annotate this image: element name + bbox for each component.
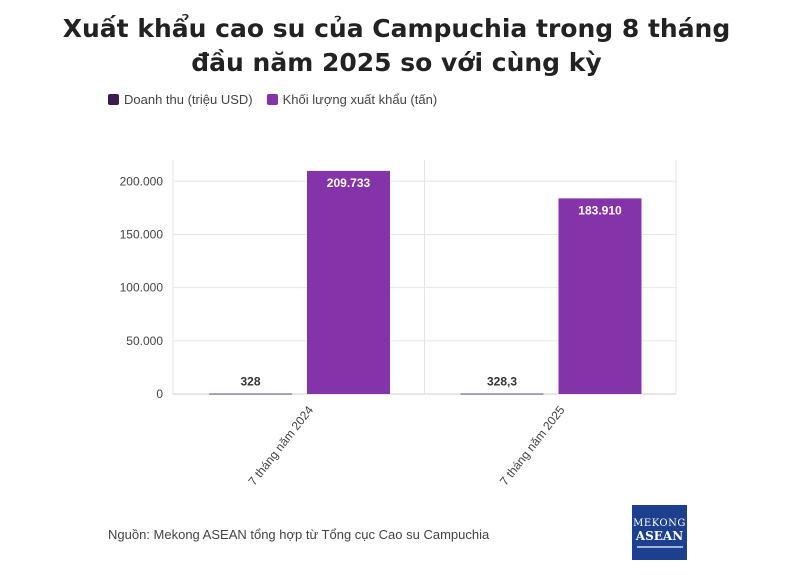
- bar-revenue: [460, 393, 544, 395]
- y-tick-label: 100.000: [120, 281, 164, 295]
- data-label-volume: 209.733: [327, 176, 371, 190]
- y-tick-label: 50.000: [126, 334, 163, 348]
- data-label-revenue: 328,3: [487, 375, 517, 389]
- data-label-revenue: 328: [240, 375, 260, 389]
- legend: Doanh thu (triệu USD) Khối lượng xuất kh…: [108, 92, 437, 107]
- data-label-volume: 183.910: [578, 203, 622, 217]
- chart-title-line-1: Xuất khẩu cao su của Campuchia trong 8 t…: [62, 14, 731, 43]
- logo-underline: [636, 546, 683, 548]
- chart-title-line-2: đầu năm 2025 so với cùng kỳ: [191, 48, 602, 77]
- x-tick-label: 7 tháng năm 2024: [246, 403, 317, 488]
- bar-revenue: [209, 393, 292, 395]
- y-tick-label: 0: [156, 387, 163, 401]
- legend-swatch-revenue: [108, 94, 119, 105]
- y-tick-label: 150.000: [120, 227, 164, 241]
- logo-line-1: MEKONG: [633, 518, 686, 529]
- bar-volume: [558, 198, 642, 394]
- legend-item-volume[interactable]: Khối lượng xuất khẩu (tấn): [266, 92, 438, 107]
- mekong-asean-logo: MEKONG ASEAN: [632, 505, 687, 560]
- logo-line-2: ASEAN: [635, 529, 684, 543]
- chart-title: Xuất khẩu cao su của Campuchia trong 8 t…: [0, 12, 793, 80]
- source-note: Nguồn: Mekong ASEAN tổng hợp từ Tổng cục…: [108, 527, 490, 542]
- legend-label-revenue: Doanh thu (triệu USD): [124, 92, 253, 107]
- bar-volume: [307, 170, 390, 394]
- y-tick-label: 200.000: [120, 174, 164, 188]
- x-tick-label: 7 tháng năm 2025: [497, 403, 568, 488]
- legend-item-revenue[interactable]: Doanh thu (triệu USD): [108, 92, 253, 107]
- legend-label-volume: Khối lượng xuất khẩu (tấn): [282, 92, 438, 107]
- legend-swatch-volume: [266, 94, 278, 105]
